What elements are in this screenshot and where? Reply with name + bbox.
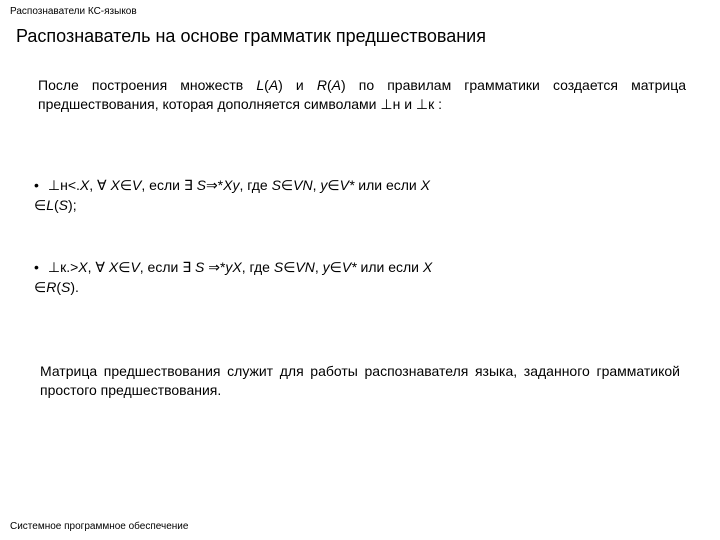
slide-header: Распознаватели КС-языков bbox=[10, 6, 137, 17]
sym-S: S bbox=[272, 177, 281, 193]
sym-VN: VN bbox=[295, 259, 314, 275]
text: или если bbox=[354, 177, 420, 193]
sym-X: X bbox=[232, 259, 241, 275]
in: ∈ bbox=[283, 259, 295, 275]
slide-title: Распознаватель на основе грамматик предш… bbox=[16, 26, 700, 47]
bullet-dot-icon: • bbox=[34, 176, 44, 196]
sym-S: S bbox=[197, 177, 206, 193]
exists: ∃ bbox=[184, 177, 193, 193]
sym-V: V bbox=[132, 177, 141, 193]
sym-X: X bbox=[423, 259, 432, 275]
intro-paragraph: После построения множеств L(A) и R(A) по… bbox=[38, 76, 686, 114]
text: . bbox=[75, 279, 79, 295]
sym-X: X bbox=[78, 259, 87, 275]
bullet-dot-icon: • bbox=[34, 258, 44, 278]
sym-R: R bbox=[317, 77, 327, 93]
bullet-1: • ⊥н<.X, ∀ X∈V, если ∃ S⇒*Xy, где S∈VN, … bbox=[34, 176, 640, 215]
forall: ∀ bbox=[97, 177, 107, 193]
sym-X: X bbox=[111, 177, 120, 193]
sym-X: X bbox=[80, 177, 89, 193]
sym-L: L bbox=[256, 77, 264, 93]
text: или если bbox=[357, 259, 423, 275]
closing-paragraph: Матрица предшествования служит для работ… bbox=[40, 362, 680, 400]
in: ∈ bbox=[118, 259, 130, 275]
in: ∈ bbox=[34, 279, 46, 295]
perp-end: ⊥к bbox=[48, 259, 66, 275]
text: , где bbox=[239, 177, 271, 193]
sym-V: V bbox=[130, 259, 139, 275]
in: ∈ bbox=[281, 177, 293, 193]
sym-A: A bbox=[332, 77, 341, 93]
deriv: ⇒* bbox=[208, 259, 225, 275]
text: После построения множеств bbox=[38, 77, 256, 93]
text: , если bbox=[141, 177, 183, 193]
sym-Vstar: V* bbox=[340, 177, 355, 193]
slide: Распознаватели КС-языков Распознаватель … bbox=[0, 0, 720, 540]
text: , bbox=[315, 259, 323, 275]
sym-S: S bbox=[61, 279, 70, 295]
sym-X: X bbox=[421, 177, 430, 193]
in: ∈ bbox=[330, 259, 342, 275]
text: , если bbox=[140, 259, 182, 275]
perp-start: ⊥н bbox=[48, 177, 68, 193]
forall: ∀ bbox=[95, 259, 105, 275]
rel: <. bbox=[68, 177, 80, 193]
text: , bbox=[89, 177, 97, 193]
sym-L: L bbox=[46, 197, 54, 213]
slide-footer: Системное программное обеспечение bbox=[10, 521, 188, 532]
sym-X: X bbox=[109, 259, 118, 275]
deriv: ⇒* bbox=[206, 177, 223, 193]
sym-Vstar: V* bbox=[342, 259, 357, 275]
rel: .> bbox=[66, 259, 78, 275]
text: и bbox=[283, 77, 317, 93]
in: ∈ bbox=[327, 177, 339, 193]
sym-S: S bbox=[59, 197, 68, 213]
sym-R: R bbox=[46, 279, 56, 295]
sym-A: A bbox=[269, 77, 278, 93]
exists: ∃ bbox=[182, 259, 191, 275]
sym-VN: VN bbox=[293, 177, 312, 193]
text: ; bbox=[73, 197, 77, 213]
sym-S: S bbox=[195, 259, 204, 275]
bullet-2: • ⊥к.>X, ∀ X∈V, если ∃ S ⇒*yX, где S∈VN,… bbox=[34, 258, 640, 297]
sym-y: y bbox=[323, 259, 330, 275]
text: , где bbox=[242, 259, 274, 275]
in: ∈ bbox=[34, 197, 46, 213]
in: ∈ bbox=[120, 177, 132, 193]
sym-S: S bbox=[274, 259, 283, 275]
